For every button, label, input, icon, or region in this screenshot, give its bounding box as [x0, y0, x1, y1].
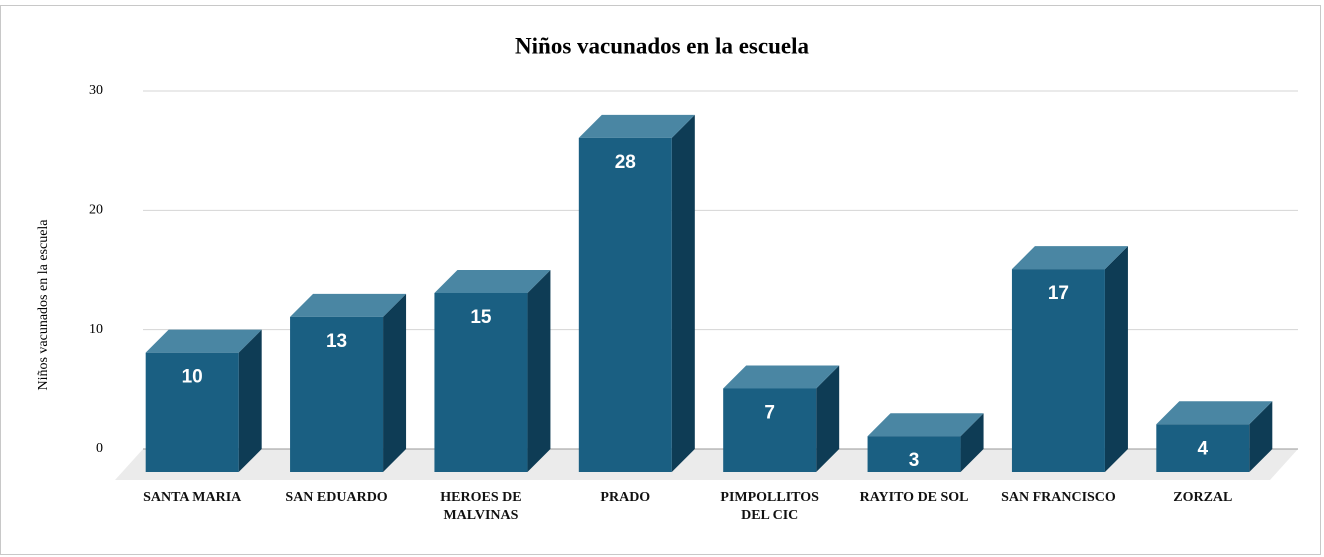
y-axis-label: Niños vacunados en la escuela: [36, 219, 51, 391]
bar-top: [1011, 246, 1128, 270]
bar-top: [578, 114, 695, 138]
bar: [145, 352, 239, 472]
bar: [290, 316, 384, 472]
x-tick-label: SANTA MARIA: [143, 490, 242, 505]
bar-side: [1104, 246, 1128, 472]
data-label: 7: [764, 402, 775, 423]
bar: [1011, 269, 1105, 472]
bar-side: [960, 413, 984, 472]
bar-side: [671, 114, 695, 472]
bar-side: [527, 270, 551, 472]
floor: [115, 449, 1298, 480]
data-label: 10: [182, 367, 203, 388]
data-label: 3: [909, 450, 920, 471]
x-tick-label: PRADO: [600, 490, 651, 505]
y-tick-label: 30: [89, 83, 103, 98]
bar: [578, 137, 672, 472]
bar-top: [145, 329, 262, 353]
bar-top: [290, 293, 407, 317]
x-tick-label: ZORZAL: [1173, 490, 1233, 505]
bar-top: [723, 365, 840, 389]
x-tick-label: SAN EDUARDO: [285, 490, 388, 505]
y-tick-label: 10: [89, 322, 103, 337]
y-tick-label: 20: [89, 203, 103, 218]
bar-side: [383, 293, 407, 472]
data-label: 17: [1048, 283, 1069, 304]
chart-title: Niños vacunados en la escuela: [515, 33, 809, 58]
bar: [867, 436, 961, 472]
bar: [434, 293, 528, 472]
x-tick-label: RAYITO DE SOL: [859, 490, 969, 505]
bar-top: [867, 413, 984, 437]
x-tick-label: SAN FRANCISCO: [1001, 490, 1116, 505]
data-label: 15: [470, 307, 492, 328]
bar-side: [238, 329, 262, 472]
bar-side: [1249, 401, 1273, 472]
data-label: 13: [326, 331, 347, 352]
bar-top: [1156, 401, 1273, 425]
bar: [723, 388, 817, 472]
bar-top: [434, 270, 551, 293]
bar-side: [816, 365, 840, 472]
y-tick-label: 0: [96, 441, 103, 456]
x-tick-label: PIMPOLLITOS DEL CIC: [720, 490, 819, 523]
data-label: 4: [1198, 438, 1209, 459]
data-label: 28: [615, 152, 636, 173]
bar: [1156, 424, 1250, 472]
x-tick-label: HEROES DE MALVINAS: [440, 490, 522, 523]
